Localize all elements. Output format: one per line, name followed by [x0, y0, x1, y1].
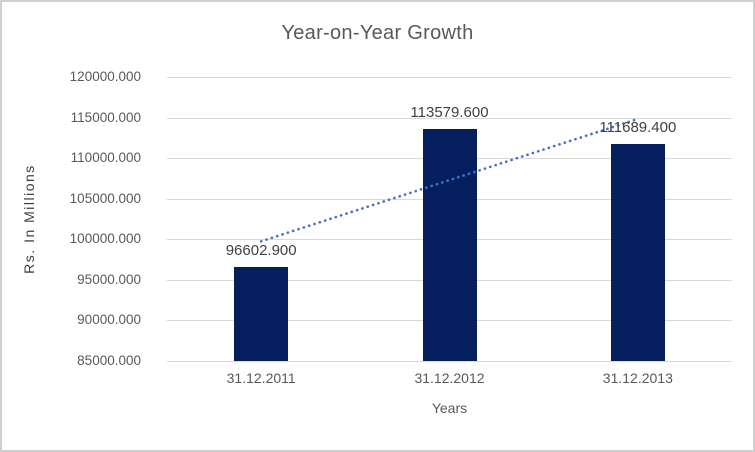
x-axis-tick-label: 31.12.2012: [414, 370, 485, 386]
chart-title: Year-on-Year Growth: [281, 22, 474, 44]
x-axis-tick-label: 31.12.2011: [226, 370, 296, 386]
y-axis-tick-label: 100000.000: [69, 231, 141, 247]
gridline: [167, 77, 732, 78]
bar-value-label: 111689.400: [599, 119, 677, 137]
trendline: [259, 117, 640, 243]
y-axis-tick-label: 85000.000: [77, 353, 141, 368]
bar-31.12.2013: [610, 144, 665, 361]
plot-area: 96602.900 113579.600 111689.400: [167, 77, 732, 362]
x-axis-title: Years: [431, 400, 468, 416]
y-axis-tick-label: 115000.000: [70, 109, 141, 125]
bar-31.12.2012: [422, 129, 477, 361]
y-axis-title: Rs. In Millions: [21, 164, 37, 274]
y-axis-tick-label: 105000.000: [69, 190, 141, 206]
y-axis-tick-label: 120000.000: [69, 69, 141, 84]
x-axis-tick-label: 31.12.2013: [602, 370, 673, 386]
bar-31.12.2011: [234, 266, 289, 361]
gridline: [167, 361, 732, 362]
gridline: [167, 117, 732, 119]
bar-value-label: 96602.900: [225, 241, 297, 259]
y-axis-tick-label: 95000.000: [77, 271, 141, 287]
y-axis-tick-label: 90000.000: [77, 312, 141, 328]
bar-value-label: 113579.600: [410, 104, 489, 122]
y-axis-tick-label: 110000.000: [70, 150, 141, 166]
